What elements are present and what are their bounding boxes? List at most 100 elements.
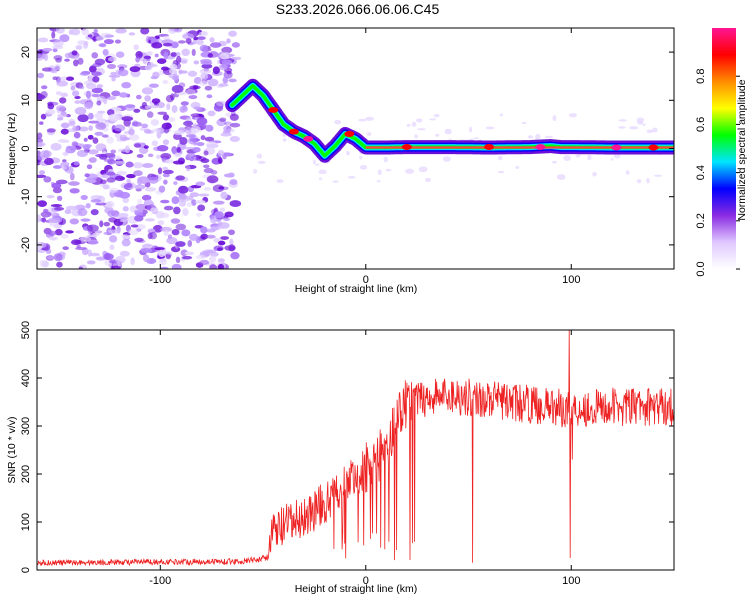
noise-speck <box>157 220 165 226</box>
noise-speck <box>148 104 160 109</box>
noise-speck <box>196 212 202 217</box>
noise-speck <box>167 116 176 123</box>
noise-speck <box>406 123 411 127</box>
noise-speck <box>162 114 170 121</box>
noise-speck <box>48 217 61 223</box>
noise-speck <box>200 72 209 80</box>
noise-speck <box>365 116 375 121</box>
noise-speck <box>195 199 206 204</box>
noise-speck <box>219 207 226 212</box>
noise-speck <box>111 90 121 97</box>
noise-speck <box>106 136 114 144</box>
noise-speck <box>175 241 186 247</box>
noise-speck <box>44 157 54 166</box>
noise-speck <box>196 36 206 40</box>
noise-speck <box>70 28 81 36</box>
noise-speck <box>124 104 136 111</box>
noise-speck <box>376 180 381 183</box>
noise-speck <box>171 85 184 93</box>
noise-speck <box>228 30 237 37</box>
noise-speck <box>618 119 627 122</box>
noise-speck <box>515 166 520 170</box>
noise-speck <box>230 251 240 260</box>
ridge-hotspot <box>535 144 546 151</box>
noise-speckle-layer <box>37 28 670 269</box>
noise-speck <box>209 214 215 220</box>
noise-speck <box>87 112 94 120</box>
noise-speck <box>100 179 107 185</box>
noise-speck <box>77 114 89 123</box>
noise-speck <box>39 121 44 125</box>
noise-speck <box>88 125 93 131</box>
ridge-hotspot <box>401 144 412 151</box>
noise-speck <box>62 246 69 251</box>
noise-speck <box>204 85 213 91</box>
noise-speck <box>48 236 59 241</box>
noise-speck <box>108 187 119 193</box>
spectrogram-y-axis-label: Frequency (Hz) <box>6 113 18 185</box>
noise-speck <box>151 128 162 133</box>
noise-speck <box>178 70 188 74</box>
noise-speck <box>175 52 181 57</box>
noise-speck <box>154 53 159 58</box>
noise-speck <box>128 228 139 236</box>
noise-speck <box>154 247 165 251</box>
noise-speck <box>110 265 121 269</box>
noise-speck <box>229 113 239 121</box>
noise-speck <box>196 142 205 147</box>
noise-speck <box>228 229 235 236</box>
noise-speck <box>552 160 557 164</box>
noise-speck <box>79 85 85 90</box>
noise-speck <box>179 137 188 145</box>
noise-speck <box>347 175 356 179</box>
noise-speck <box>188 95 198 100</box>
noise-speck <box>117 148 128 153</box>
noise-speck <box>91 93 101 98</box>
noise-speck <box>189 192 200 198</box>
noise-speck <box>162 42 173 47</box>
noise-speck <box>169 63 178 71</box>
noise-speck <box>144 105 151 109</box>
noise-speck <box>218 186 225 190</box>
noise-speck <box>157 167 163 175</box>
noise-speck <box>62 159 67 163</box>
noise-speck <box>178 193 188 201</box>
noise-speck <box>135 56 140 63</box>
noise-speck <box>83 41 89 46</box>
noise-speck <box>92 76 100 83</box>
noise-speck <box>210 170 218 175</box>
noise-speck <box>81 28 89 36</box>
noise-speck <box>109 235 118 243</box>
noise-speck <box>149 231 157 240</box>
noise-speck <box>80 218 91 222</box>
noise-speck <box>229 135 240 142</box>
noise-speck <box>497 155 503 161</box>
noise-speck <box>71 50 78 56</box>
noise-speck <box>105 200 115 209</box>
noise-speck <box>207 110 216 117</box>
noise-speck <box>652 127 658 133</box>
noise-speck <box>181 255 193 260</box>
noise-speck <box>206 141 218 149</box>
ridge-hotspot <box>288 128 299 135</box>
colorbar-gradient <box>712 28 736 269</box>
noise-speck <box>159 266 169 269</box>
noise-speck <box>144 187 157 192</box>
noise-speck <box>140 28 150 35</box>
noise-speck <box>161 122 172 130</box>
noise-speck <box>175 223 187 231</box>
noise-speck <box>126 178 131 184</box>
noise-speck <box>142 254 150 263</box>
noise-speck <box>92 137 99 144</box>
noise-speck <box>37 242 43 250</box>
noise-speck <box>201 63 213 69</box>
noise-speck <box>160 226 173 232</box>
colorbar-tick-label: 0.8 <box>695 69 707 84</box>
noise-speck <box>185 165 191 172</box>
noise-speck <box>135 94 142 100</box>
noise-speck <box>334 119 342 125</box>
noise-speck <box>209 42 222 48</box>
noise-speck <box>148 176 159 184</box>
noise-speck <box>159 258 167 266</box>
noise-speck <box>433 113 440 118</box>
